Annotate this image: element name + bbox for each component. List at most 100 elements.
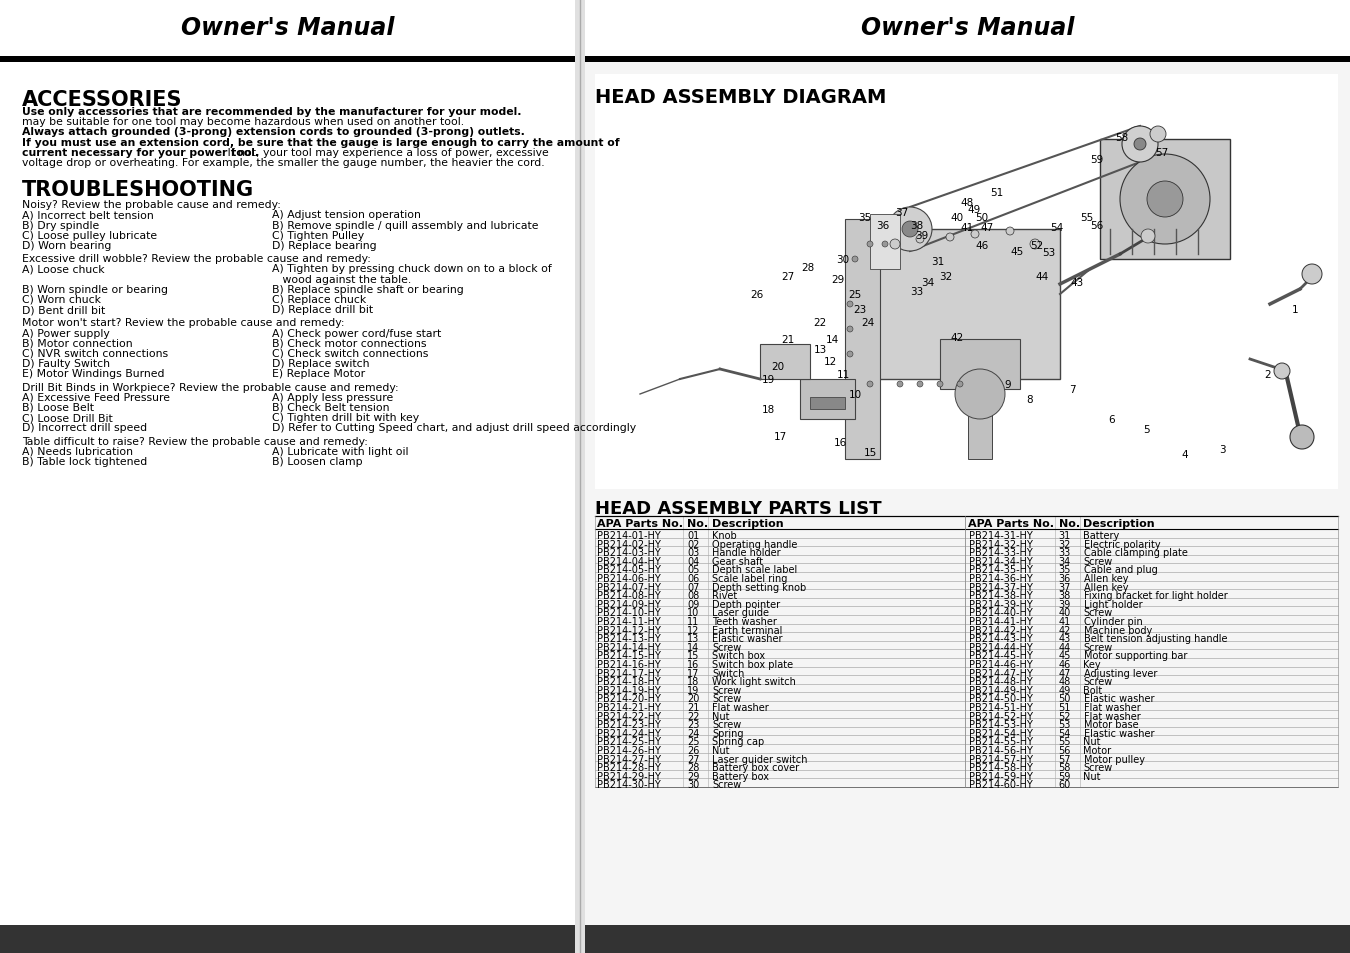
Text: Allen key: Allen key (1084, 574, 1129, 583)
Bar (869, 230, 1060, 379)
Text: PB214-23-HY: PB214-23-HY (597, 720, 662, 729)
Text: Motor supporting bar: Motor supporting bar (1084, 651, 1187, 660)
Text: 26: 26 (687, 745, 699, 755)
Text: 14: 14 (687, 642, 699, 652)
Text: HEAD ASSEMBLY DIAGRAM: HEAD ASSEMBLY DIAGRAM (595, 88, 887, 107)
Text: 09: 09 (687, 599, 699, 609)
Text: C) Tighten drill bit with key: C) Tighten drill bit with key (271, 413, 418, 423)
Text: 04: 04 (687, 557, 699, 566)
Text: 07: 07 (687, 582, 699, 592)
Text: PB214-52-HY: PB214-52-HY (968, 711, 1033, 720)
Text: 17: 17 (687, 668, 699, 678)
Text: 35: 35 (1058, 565, 1071, 575)
Text: PB214-60-HY: PB214-60-HY (968, 780, 1033, 790)
Text: 30: 30 (837, 254, 849, 265)
Text: Battery box cover: Battery box cover (711, 762, 799, 772)
Text: Flat washer: Flat washer (1084, 702, 1141, 712)
Text: 25: 25 (848, 290, 861, 299)
Text: 12: 12 (824, 356, 837, 367)
Circle shape (917, 235, 923, 244)
Text: Flat washer: Flat washer (711, 702, 768, 712)
Text: 50: 50 (1058, 694, 1071, 703)
Text: 51: 51 (991, 188, 1003, 198)
Circle shape (1120, 154, 1210, 245)
Text: B) Motor connection: B) Motor connection (22, 338, 132, 349)
Text: PB214-40-HY: PB214-40-HY (968, 608, 1033, 618)
Text: PB214-35-HY: PB214-35-HY (968, 565, 1033, 575)
Text: If not, your tool may experience a loss of power, excessive: If not, your tool may experience a loss … (224, 148, 548, 157)
Text: 55: 55 (1058, 737, 1071, 746)
Text: PB214-50-HY: PB214-50-HY (968, 694, 1033, 703)
Text: Key: Key (1084, 659, 1102, 669)
Text: PB214-27-HY: PB214-27-HY (597, 754, 662, 763)
Text: 47: 47 (980, 223, 994, 233)
Text: A) Excessive Feed Pressure: A) Excessive Feed Pressure (22, 393, 170, 402)
Text: Switch box: Switch box (711, 651, 765, 660)
Text: Battery box: Battery box (711, 771, 770, 781)
Text: 39: 39 (1058, 599, 1071, 609)
Text: 13: 13 (813, 345, 826, 355)
Text: Motor won't start? Review the probable cause and remedy:: Motor won't start? Review the probable c… (22, 318, 344, 328)
Text: 28: 28 (802, 263, 814, 273)
Text: 38: 38 (1058, 591, 1071, 600)
Text: PB214-25-HY: PB214-25-HY (597, 737, 662, 746)
Text: D) Incorrect drill speed: D) Incorrect drill speed (22, 423, 147, 433)
Text: PB214-30-HY: PB214-30-HY (597, 780, 660, 790)
Text: 21: 21 (687, 702, 699, 712)
Text: PB214-04-HY: PB214-04-HY (597, 557, 660, 566)
Text: Cylinder pin: Cylinder pin (1084, 617, 1142, 626)
Text: 37: 37 (895, 208, 909, 218)
Text: D) Worn bearing: D) Worn bearing (22, 241, 111, 251)
Text: Excessive drill wobble? Review the probable cause and remedy:: Excessive drill wobble? Review the proba… (22, 253, 371, 264)
Bar (585, 925, 1350, 953)
Text: 57: 57 (1058, 754, 1071, 763)
Text: 54: 54 (1058, 728, 1071, 738)
Text: 24: 24 (861, 317, 875, 328)
Text: A) Tighten by pressing chuck down on to a block of: A) Tighten by pressing chuck down on to … (271, 264, 552, 274)
Text: 33: 33 (910, 287, 923, 296)
Text: B) Check motor connections: B) Check motor connections (271, 338, 427, 349)
Text: PB214-41-HY: PB214-41-HY (968, 617, 1033, 626)
Text: current necessary for your power tool.: current necessary for your power tool. (22, 148, 259, 157)
Text: Owner's Manual: Owner's Manual (861, 16, 1075, 40)
Circle shape (1122, 127, 1158, 163)
Text: 19: 19 (761, 375, 775, 385)
Text: may be suitable for one tool may become hazardous when used on another tool.: may be suitable for one tool may become … (22, 117, 464, 127)
Text: PB214-14-HY: PB214-14-HY (597, 642, 660, 652)
Text: 29: 29 (687, 771, 699, 781)
Text: Adjusting lever: Adjusting lever (1084, 668, 1157, 678)
Text: 47: 47 (1058, 668, 1071, 678)
Text: 9: 9 (1004, 379, 1011, 390)
Text: APA Parts No.: APA Parts No. (597, 518, 683, 529)
Text: Elastic washer: Elastic washer (1084, 728, 1154, 738)
Circle shape (1301, 265, 1322, 285)
Text: HEAD ASSEMBLY PARTS LIST: HEAD ASSEMBLY PARTS LIST (595, 499, 882, 517)
Text: D) Replace drill bit: D) Replace drill bit (271, 305, 373, 314)
Text: Scale label ring: Scale label ring (711, 574, 787, 583)
Circle shape (917, 381, 923, 388)
Circle shape (1148, 182, 1183, 218)
Bar (810, 397, 845, 410)
Text: Depth scale label: Depth scale label (711, 565, 798, 575)
Text: 36: 36 (876, 221, 890, 231)
Text: Switch: Switch (711, 668, 744, 678)
Text: PB214-53-HY: PB214-53-HY (968, 720, 1033, 729)
Text: C) Tighten Pulley: C) Tighten Pulley (271, 231, 364, 240)
Text: PB214-15-HY: PB214-15-HY (597, 651, 662, 660)
Text: PB214-46-HY: PB214-46-HY (968, 659, 1033, 669)
Text: 59: 59 (1091, 154, 1104, 165)
Text: TROUBLESHOOTING: TROUBLESHOOTING (22, 180, 254, 200)
Text: Always attach grounded (3-prong) extension cords to grounded (3-prong) outlets.: Always attach grounded (3-prong) extensi… (22, 128, 525, 137)
Bar (0, 0, 575, 953)
Text: PB214-47-HY: PB214-47-HY (968, 668, 1033, 678)
Text: Screw: Screw (711, 780, 741, 790)
Text: PB214-45-HY: PB214-45-HY (968, 651, 1033, 660)
Text: Screw: Screw (1084, 642, 1112, 652)
Text: Screw: Screw (1084, 557, 1112, 566)
Text: Motor pulley: Motor pulley (1084, 754, 1145, 763)
Text: PB214-16-HY: PB214-16-HY (597, 659, 660, 669)
Text: 17: 17 (774, 432, 787, 441)
Text: Belt tension adjusting handle: Belt tension adjusting handle (1084, 634, 1227, 643)
Text: 13: 13 (687, 634, 699, 643)
Text: 27: 27 (782, 272, 795, 282)
